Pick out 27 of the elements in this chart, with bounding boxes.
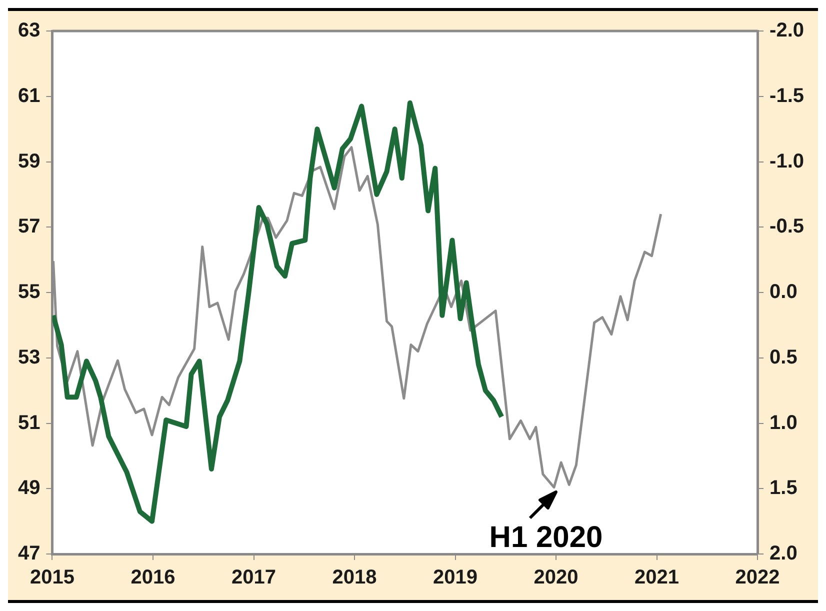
y2-tick-label: -1.0 [770,150,804,172]
x-tick-label: 2018 [332,566,377,589]
y-tick-label: 61 [18,84,40,107]
y-tick-label: 59 [18,150,40,172]
y2-tick-label: -2.0 [770,20,804,42]
x-tick-label: 2022 [735,566,780,589]
y-tick-label: 63 [18,20,40,42]
y2-tick-label: -0.5 [770,216,804,238]
x-tick-label: 2020 [534,566,578,589]
annotation: H1 2020 [489,520,603,554]
y-tick-label: 55 [18,281,40,304]
x-tick-label: 2021 [634,566,680,589]
y-tick-label: 47 [18,542,40,565]
y-tick-label: 57 [18,216,40,238]
y-tick-label: 49 [18,477,40,500]
y2-tick-label: 2.0 [770,542,798,565]
y-tick-label: 51 [18,412,40,434]
x-tick-label: 2016 [130,566,176,589]
x-tick-label: 2019 [433,566,478,589]
y2-tick-label: -1.5 [770,84,804,107]
x-tick-label: 2015 [30,566,74,589]
x-tick-label: 2017 [232,566,276,589]
y2-tick-label: 1.5 [770,477,798,500]
y2-tick-label: 1.0 [770,412,798,434]
y2-tick-label: 0.0 [770,281,798,304]
y-tick-label: 53 [18,346,40,368]
y2-tick-label: 0.5 [770,346,798,368]
